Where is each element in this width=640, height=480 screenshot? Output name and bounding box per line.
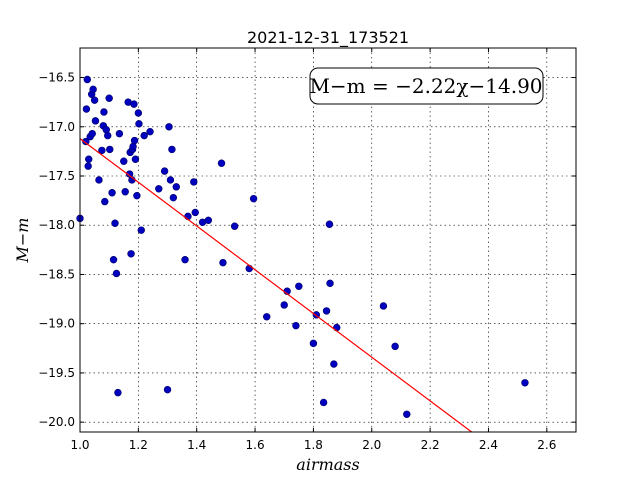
data-point xyxy=(91,117,100,125)
x-tick-label: 2.4 xyxy=(479,438,498,452)
data-point xyxy=(325,220,334,228)
fit-line-group xyxy=(79,138,473,433)
data-point xyxy=(101,197,109,206)
data-point xyxy=(172,183,180,191)
x-tick-label: 1.0 xyxy=(70,438,89,452)
y-tick-labels: −16.5 −17.0 −17.5 −18.0 −18.5 −19.0 −19.5 −20.0 xyxy=(38,71,75,430)
data-point xyxy=(137,226,145,234)
data-point xyxy=(326,279,334,288)
data-point xyxy=(95,176,103,184)
data-point xyxy=(521,379,529,387)
data-point xyxy=(108,189,116,197)
data-point xyxy=(230,222,239,230)
data-point xyxy=(135,120,143,128)
data-point xyxy=(181,255,189,264)
data-point xyxy=(133,191,141,200)
data-point xyxy=(127,250,135,258)
y-tick-label: −19.0 xyxy=(38,317,75,331)
y-tick-label: −19.5 xyxy=(38,366,75,380)
data-point xyxy=(114,388,122,397)
data-point xyxy=(292,321,300,330)
y-tick-label: −17.0 xyxy=(38,120,75,134)
data-point xyxy=(204,216,213,225)
x-tick-labels: 1.0 1.2 1.4 1.6 1.8 2.0 2.2 2.4 2.6 xyxy=(70,438,556,452)
y-tick-label: −20.0 xyxy=(38,415,75,429)
x-tick-label: 1.6 xyxy=(246,438,265,452)
data-point xyxy=(330,360,338,368)
data-point xyxy=(131,155,140,163)
data-point xyxy=(319,398,328,407)
data-point xyxy=(160,167,169,175)
data-point xyxy=(379,302,388,310)
data-point xyxy=(217,159,226,167)
data-point xyxy=(168,145,176,154)
data-point xyxy=(140,131,148,140)
data-point xyxy=(120,157,128,165)
data-point xyxy=(134,109,143,117)
data-point xyxy=(104,131,112,140)
data-point xyxy=(109,255,118,264)
y-tick-label: −17.5 xyxy=(38,169,75,183)
data-point xyxy=(90,96,99,104)
y-tick-label: −16.5 xyxy=(38,71,75,85)
y-tick-label: −18.0 xyxy=(38,218,75,232)
data-point xyxy=(391,342,399,351)
chart-title: 2021-12-31_173521 xyxy=(247,28,409,48)
data-point xyxy=(166,176,175,184)
data-point xyxy=(112,269,121,278)
x-tick-label: 2.2 xyxy=(421,438,440,452)
data-point xyxy=(105,94,113,102)
y-tick-label: −18.5 xyxy=(38,267,75,281)
equation-text: M−m = −2.22χ−14.90 xyxy=(309,74,542,98)
equation-box xyxy=(309,67,544,105)
data-point xyxy=(245,264,253,273)
data-point xyxy=(98,146,106,155)
x-axis-label: airmass xyxy=(296,455,359,474)
data-point xyxy=(263,313,271,321)
x-tick-label: 1.8 xyxy=(304,438,323,452)
x-tick-label: 2.6 xyxy=(537,438,556,452)
data-point xyxy=(333,323,341,332)
data-point xyxy=(403,410,411,418)
equation-annotation: M−m = −2.22χ−14.90 xyxy=(309,67,544,105)
data-point xyxy=(100,108,108,116)
x-tick-label: 1.4 xyxy=(187,438,206,452)
data-point xyxy=(130,100,138,108)
data-point xyxy=(82,137,90,146)
data-point xyxy=(163,385,172,394)
axis-ticks xyxy=(79,48,576,432)
plot-frame xyxy=(79,47,577,433)
data-point xyxy=(89,85,97,94)
data-point xyxy=(106,145,114,154)
data-point xyxy=(115,129,124,138)
data-points xyxy=(76,75,529,418)
data-point xyxy=(111,219,119,227)
data-point xyxy=(219,258,227,267)
data-point xyxy=(130,136,139,145)
data-point xyxy=(295,282,303,290)
data-point xyxy=(280,301,288,309)
data-point xyxy=(146,127,154,136)
data-point xyxy=(190,178,198,186)
data-point xyxy=(83,75,91,84)
data-point xyxy=(121,188,129,196)
data-point xyxy=(165,123,173,131)
data-point xyxy=(88,129,96,138)
data-point xyxy=(85,155,93,163)
fit-line xyxy=(79,138,473,433)
data-point xyxy=(322,307,331,315)
y-axis-label: M−m xyxy=(13,218,32,264)
x-tick-label: 1.2 xyxy=(129,438,148,452)
data-point xyxy=(169,193,178,202)
data-point xyxy=(82,105,91,113)
x-tick-label: 2.0 xyxy=(362,438,381,452)
data-point xyxy=(84,162,92,170)
data-point xyxy=(155,185,163,193)
data-point xyxy=(191,208,199,217)
data-point xyxy=(309,339,318,348)
data-point xyxy=(249,194,258,203)
